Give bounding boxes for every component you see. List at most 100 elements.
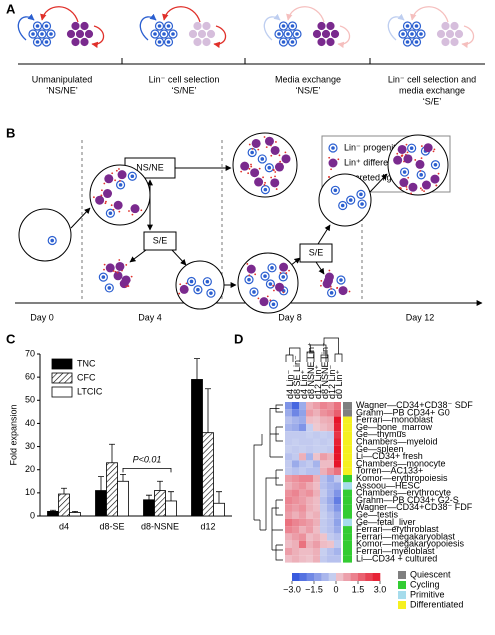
heatmap-cell [320,540,327,548]
differentiated-cell [449,37,460,47]
schematic [263,6,351,49]
error-bar [146,494,152,500]
nucleus [44,40,49,44]
nucleus [44,24,49,28]
heatmap-cell [299,518,306,527]
caption: ‘NS/NE’ [46,85,78,95]
differentiated-cell [240,161,250,171]
nucleus [157,24,162,28]
ligand [262,176,264,179]
heatmap-cell [306,548,313,556]
heatmap-cell [327,518,334,527]
ligand [336,287,338,289]
colorbar-label: 0 [333,584,338,594]
heatmap-cell [306,489,313,497]
differentiated-cell [117,170,127,180]
heatmap-cell [313,555,320,563]
panel-label: A [6,1,16,16]
nucleus [166,40,171,44]
class-swatch [398,581,406,589]
differentiated-cell [430,174,440,184]
well [175,260,225,310]
ligand [279,160,282,163]
day-label: Day 8 [278,312,302,322]
heatmap-cell [327,533,334,541]
ligand [128,210,130,212]
nucleus [205,279,210,284]
differentiated-cell [70,21,81,31]
heatmap-cell [320,555,327,563]
heatmap-cell [292,518,299,527]
differentiated-cell [454,29,464,39]
caption: ‘S/E’ [423,96,442,106]
heatmap-cell [320,548,327,556]
heatmap-cell [285,496,292,505]
ligand [273,289,275,292]
colorbar-label: 1.5 [352,584,365,594]
nucleus [331,146,335,150]
class-label: Quiescent [410,569,451,579]
heatmap-cell [313,416,320,424]
heatmap-cell [320,402,327,410]
colorbar-step [299,573,307,581]
differentiated-cell [201,21,212,31]
bar [191,379,203,517]
nucleus [405,40,410,44]
heatmap-cell [334,548,341,556]
ligand [254,273,257,276]
ligand [328,176,330,178]
heatmap-cell [292,533,299,541]
differentiated-cell [440,21,451,31]
ligand [328,156,331,159]
y-tick-label: 10 [25,487,35,497]
nucleus [153,32,157,36]
heatmap-cell [292,431,299,439]
heatmap-cell [313,475,320,483]
class-cell [343,489,352,497]
ligand [251,147,254,150]
colorbar-step [365,573,373,581]
bar [165,500,177,517]
column-label: d4 Lin⁻ [285,369,295,399]
heatmap-cell [299,453,306,461]
ligand [437,172,440,175]
differentiated-cell [408,182,418,192]
signal-arrows [17,6,105,49]
heatmap-cell [292,453,299,461]
differentiated-cell [206,29,216,39]
heatmap-cell [299,504,306,512]
heatmap-cell [285,438,292,446]
row-label: Ge—spleen [356,444,404,454]
differentiated-cell [113,200,123,210]
heatmap-cell [320,453,327,461]
heatmap-cell [313,438,320,446]
heatmap-cell [320,496,327,505]
culture [89,164,151,226]
heatmap-cell [285,460,292,468]
nucleus [268,282,273,286]
nucleus [329,291,334,295]
heatmap-cell [327,453,334,461]
differentiated-cell [440,37,451,47]
heatmap-cell [292,438,299,446]
heatmap-cell [285,445,292,454]
nucleus [339,278,343,282]
heatmap-cell [306,416,313,424]
ligand [414,159,417,161]
nucleus [267,165,272,170]
differentiated-cell [316,37,327,47]
heatmap-cell [285,555,292,563]
culture [98,259,133,293]
heatmap-cell [292,526,299,534]
heatmap-cell [313,460,320,468]
nucleus [40,32,44,36]
legend-swatch [51,372,73,384]
nucleus [281,40,286,44]
heatmap-cell [334,482,341,490]
ligand [127,285,130,287]
ligand [240,170,243,173]
bar [58,493,70,517]
heatmap-cell [334,438,341,446]
nucleus [196,287,200,292]
heatmap-cell [306,496,313,505]
